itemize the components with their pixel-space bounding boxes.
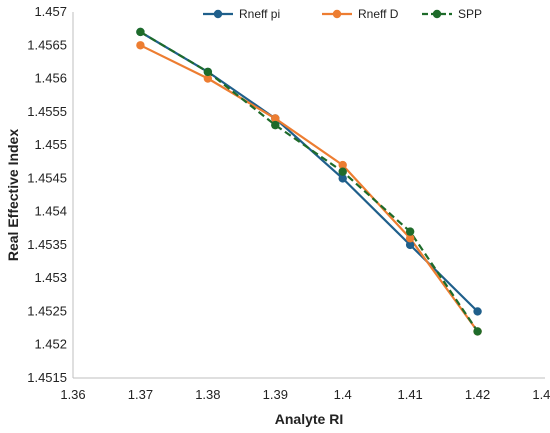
data-point-rneff-pi (473, 307, 482, 316)
x-tick-label: 1.41 (397, 387, 422, 402)
data-point-spp (203, 67, 213, 77)
y-tick-label: 1.454 (34, 204, 67, 219)
plot-lines (139, 31, 479, 333)
x-tick-label: 1.36 (60, 387, 85, 402)
y-tick-label: 1.4545 (27, 170, 67, 185)
series-line-rneff-d (139, 44, 479, 333)
data-point-spp (271, 120, 280, 130)
data-point-spp (405, 227, 415, 236)
data-point-spp (338, 167, 347, 176)
x-axis: 1.36 1.37 1.38 1.39 1.4 1.41 1.42 1.43 (60, 377, 550, 402)
y-tick-label: 1.4525 (27, 303, 67, 318)
x-tick-label: 1.42 (465, 387, 490, 402)
legend-label-rneff-pi: Rneff pi (239, 7, 280, 21)
x-tick-label: 1.38 (195, 387, 220, 402)
y-axis-title: Real Effective Index (5, 129, 21, 261)
y-tick-label: 1.4565 (27, 37, 67, 52)
data-point-rneff-pi (338, 174, 347, 183)
data-point-rneff-d (405, 234, 415, 243)
y-tick-label: 1.4515 (27, 370, 67, 385)
x-tick-label: 1.39 (263, 387, 288, 402)
y-tick-label: 1.453 (34, 270, 67, 285)
data-point-spp (473, 327, 482, 336)
y-tick-label: 1.4535 (27, 237, 67, 252)
x-tick-label: 1.43 (532, 387, 550, 402)
data-point-rneff-d (136, 41, 145, 50)
y-tick-label: 1.456 (34, 71, 67, 86)
x-axis-title: Analyte RI (275, 411, 343, 427)
y-axis: 1.4515 1.452 1.4525 1.453 1.4535 1.454 1.4545 1… (27, 4, 74, 385)
plot-points (136, 27, 482, 336)
data-point-rneff-d (203, 74, 213, 83)
legend: Rneff pi Rneff D SPP (203, 7, 482, 21)
y-tick-label: 1.4555 (27, 104, 67, 119)
legend-label-spp: SPP (458, 7, 482, 21)
y-tick-label: 1.455 (34, 137, 67, 152)
legend-marker-rneff-pi (213, 9, 223, 19)
legend-marker-rneff-d (332, 9, 342, 19)
x-tick-label: 1.4 (334, 387, 352, 402)
y-tick-label: 1.457 (34, 4, 67, 19)
data-point-spp (136, 27, 145, 37)
data-point-rneff-d (271, 114, 280, 123)
series-line-spp (139, 31, 479, 333)
data-point-rneff-pi (405, 240, 415, 250)
legend-marker-spp (432, 9, 442, 19)
data-point-rneff-d (338, 160, 347, 170)
x-tick-label: 1.37 (128, 387, 153, 402)
y-tick-label: 1.452 (34, 337, 67, 352)
series-line-rneff-pi (139, 31, 479, 313)
legend-label-rneff-d: Rneff D (358, 7, 399, 21)
